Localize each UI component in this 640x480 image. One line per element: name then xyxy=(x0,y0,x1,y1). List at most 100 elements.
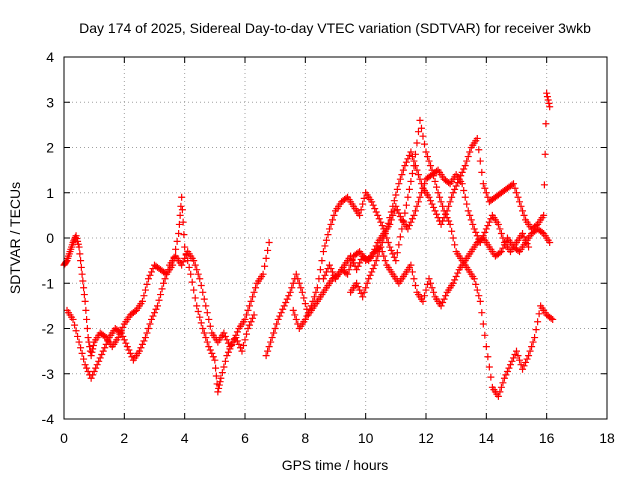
data-point xyxy=(193,302,201,310)
x-tick-label: 10 xyxy=(358,430,374,446)
data-point xyxy=(419,297,427,305)
data-point xyxy=(138,297,146,305)
data-point xyxy=(380,252,388,260)
data-point xyxy=(446,220,454,228)
data-point xyxy=(442,210,450,218)
data-point xyxy=(525,243,533,251)
data-point xyxy=(547,314,555,322)
data-point xyxy=(439,298,447,306)
data-point xyxy=(212,364,220,372)
data-point xyxy=(144,325,152,332)
data-point xyxy=(431,207,439,215)
data-point xyxy=(354,249,362,257)
data-point xyxy=(392,257,400,265)
data-point xyxy=(178,261,186,269)
data-point xyxy=(437,220,445,228)
data-point xyxy=(479,232,487,240)
data-point xyxy=(78,270,86,278)
data-point xyxy=(356,259,364,267)
data-point xyxy=(405,185,413,193)
data-point xyxy=(185,263,193,271)
data-point xyxy=(448,193,456,201)
data-point xyxy=(160,279,168,287)
data-point xyxy=(451,241,459,249)
data-point xyxy=(175,220,183,228)
data-point xyxy=(389,250,397,258)
data-point xyxy=(476,157,484,165)
data-point xyxy=(542,120,550,128)
data-point xyxy=(487,373,495,381)
data-point xyxy=(443,207,451,215)
data-point xyxy=(458,180,466,188)
data-point xyxy=(319,275,327,283)
data-point xyxy=(310,293,318,301)
data-point xyxy=(92,364,100,372)
data-point xyxy=(499,379,507,387)
data-point xyxy=(241,315,249,323)
x-tick-label: 0 xyxy=(60,430,68,446)
data-point xyxy=(214,388,222,396)
data-point xyxy=(289,279,297,287)
data-point xyxy=(523,240,531,248)
data-point xyxy=(454,269,462,277)
data-point xyxy=(220,363,228,371)
data-point xyxy=(122,339,130,347)
data-point xyxy=(144,275,152,283)
data-point xyxy=(368,198,376,206)
data-point xyxy=(128,353,136,361)
series-6 xyxy=(319,166,533,283)
data-point xyxy=(437,198,445,206)
data-point xyxy=(484,222,492,230)
data-point xyxy=(217,374,225,382)
data-point xyxy=(427,162,435,170)
data-point xyxy=(357,289,365,297)
data-point xyxy=(356,211,364,219)
data-point xyxy=(164,266,172,274)
data-point xyxy=(408,170,416,178)
data-point xyxy=(437,302,445,310)
data-point xyxy=(271,325,279,332)
data-point xyxy=(425,157,433,165)
data-point xyxy=(131,308,139,316)
data-point xyxy=(414,171,422,179)
data-point xyxy=(392,202,400,210)
data-point xyxy=(71,321,79,329)
data-point xyxy=(371,245,379,253)
data-point xyxy=(324,231,332,239)
data-point xyxy=(398,225,406,233)
data-point xyxy=(181,243,189,251)
data-point xyxy=(463,157,471,165)
data-point xyxy=(342,269,350,277)
data-point xyxy=(84,334,92,342)
data-point xyxy=(375,215,383,223)
data-point xyxy=(89,371,97,379)
data-point xyxy=(218,369,226,377)
data-point xyxy=(211,356,219,364)
data-point xyxy=(203,338,211,346)
data-point xyxy=(445,202,453,210)
data-point xyxy=(448,227,456,235)
data-point xyxy=(344,270,352,278)
data-point xyxy=(431,177,439,185)
data-point xyxy=(276,312,284,320)
data-point xyxy=(99,347,107,355)
data-point xyxy=(309,297,317,305)
data-point xyxy=(146,271,154,279)
data-point xyxy=(496,388,504,396)
data-point xyxy=(375,248,383,256)
data-point xyxy=(404,193,412,201)
data-point xyxy=(401,209,409,217)
data-point xyxy=(81,361,89,369)
data-point xyxy=(369,249,377,257)
data-point xyxy=(76,250,84,258)
data-point xyxy=(289,306,297,314)
data-point xyxy=(262,352,270,360)
y-tick-label: -2 xyxy=(42,321,55,337)
data-point xyxy=(224,348,232,356)
data-point xyxy=(181,254,189,262)
data-point xyxy=(212,372,220,380)
data-point xyxy=(461,162,469,170)
data-point xyxy=(179,258,187,266)
data-point xyxy=(366,253,374,261)
data-point xyxy=(541,150,549,158)
